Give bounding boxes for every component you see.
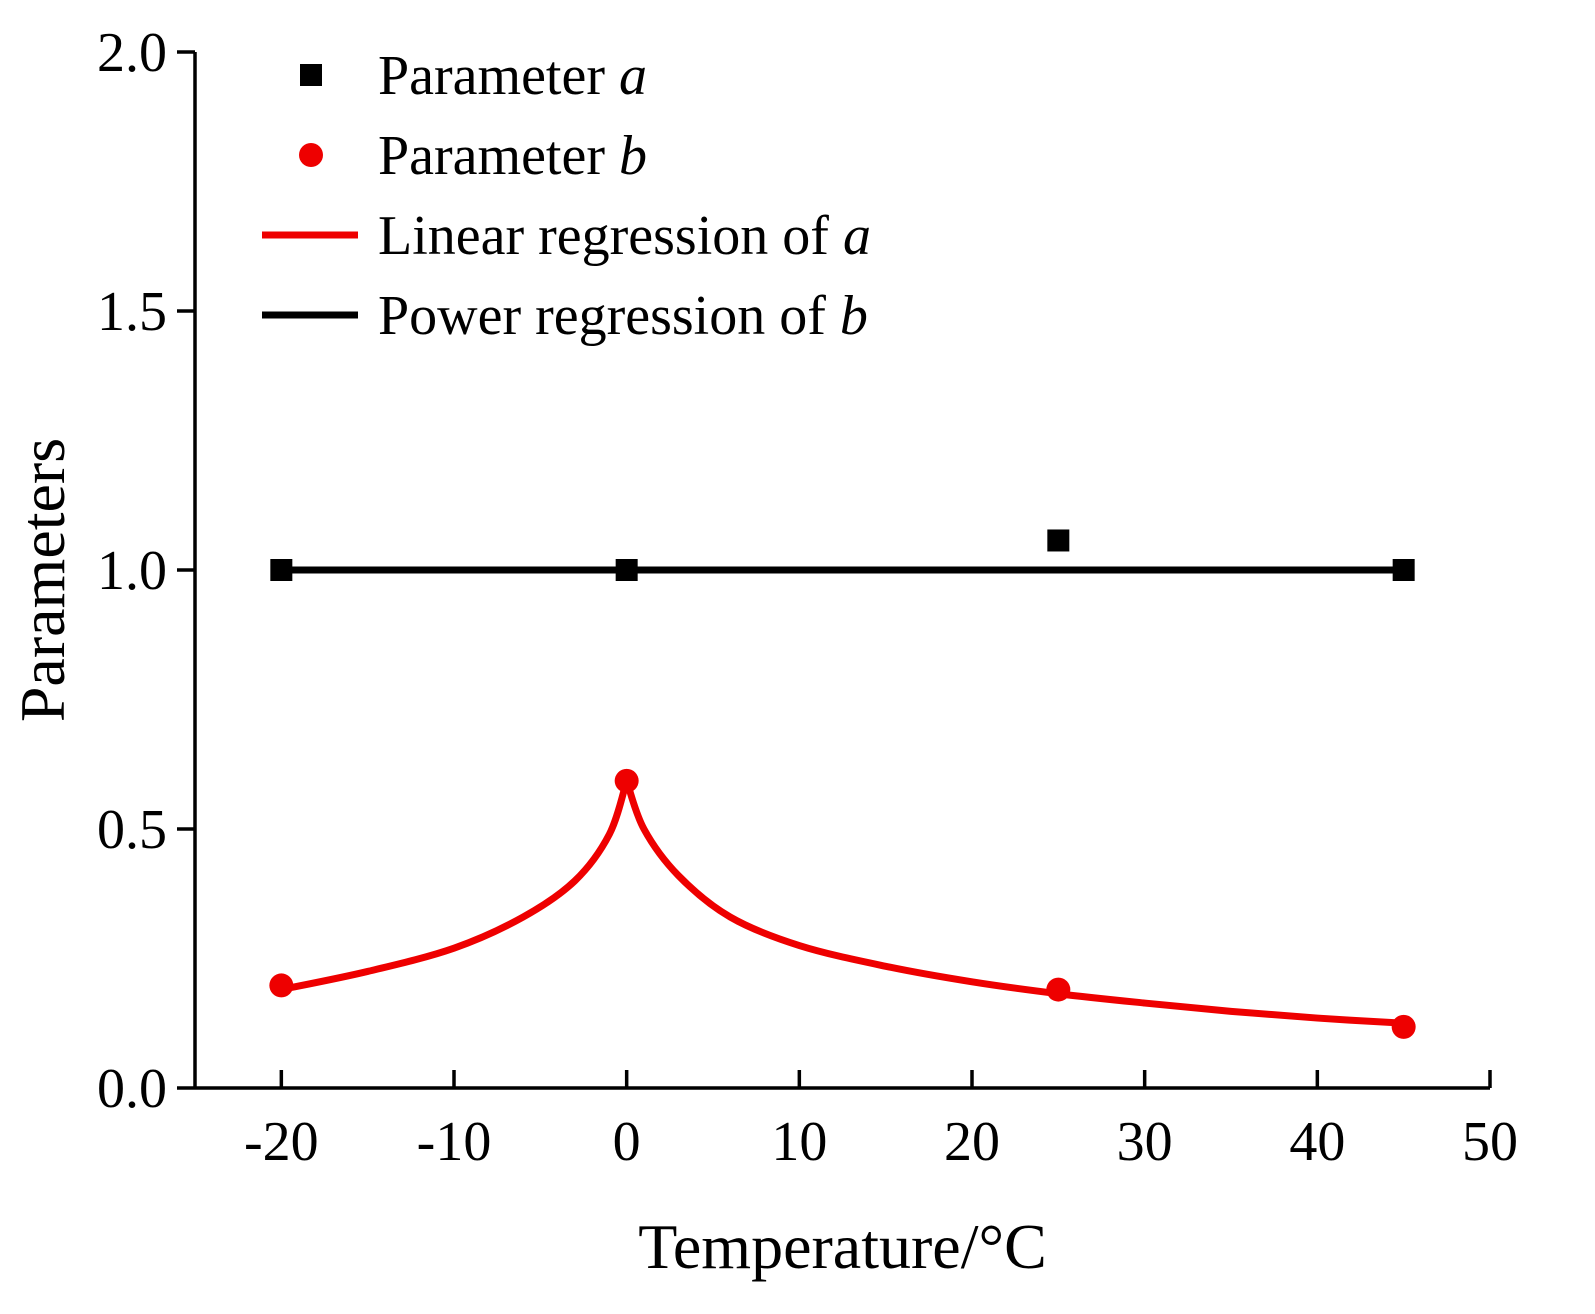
x-tick-label: -20 bbox=[244, 1111, 319, 1173]
y-axis-title: Parameters bbox=[7, 438, 78, 722]
data-point-parameter-a bbox=[1047, 529, 1070, 552]
legend-swatch-parameter-b bbox=[299, 143, 323, 167]
legend-label-text: Parameter bbox=[378, 45, 619, 107]
series-line-linear-regression-a bbox=[277, 777, 1408, 1027]
data-point-parameter-a bbox=[270, 559, 293, 581]
data-point-parameter-a bbox=[615, 559, 638, 581]
x-ticks: -20 -10 0 10 20 30 40 50 bbox=[244, 1070, 1518, 1173]
y-tick-label: 1.5 bbox=[97, 281, 167, 343]
legend-label-variable: a bbox=[619, 45, 647, 107]
legend-label-text: Parameter bbox=[378, 125, 619, 187]
plot-markers bbox=[269, 529, 1416, 1039]
legend-swatch-parameter-a bbox=[300, 64, 322, 86]
y-tick-label: 0.0 bbox=[97, 1058, 167, 1120]
y-ticks: 0.0 0.5 1.0 1.5 2.0 bbox=[97, 22, 195, 1120]
y-tick-label: 1.0 bbox=[97, 540, 167, 602]
x-tick-label: 50 bbox=[1462, 1111, 1518, 1173]
data-point-parameter-b bbox=[614, 768, 639, 793]
data-point-parameter-a bbox=[1392, 559, 1415, 581]
x-tick-label: 0 bbox=[613, 1111, 641, 1173]
data-point-parameter-b bbox=[1391, 1014, 1416, 1039]
legend-label-parameter-a: Parameter a bbox=[378, 45, 647, 107]
legend-label-variable: b bbox=[840, 285, 868, 347]
legend-label-parameter-b: Parameter b bbox=[378, 125, 647, 187]
legend-label-linear-regression-of-a: Linear regression of a bbox=[378, 205, 871, 267]
legend-label-variable: a bbox=[843, 205, 871, 267]
x-tick-label: -10 bbox=[417, 1111, 492, 1173]
data-point-parameter-b bbox=[1046, 977, 1071, 1002]
legend-label-variable: b bbox=[619, 125, 647, 187]
x-tick-label: 20 bbox=[944, 1111, 1000, 1173]
x-axis-title: Temperature/°C bbox=[638, 1211, 1047, 1282]
x-tick-label: 30 bbox=[1117, 1111, 1173, 1173]
x-tick-label: 40 bbox=[1289, 1111, 1345, 1173]
plot-lines bbox=[277, 566, 1408, 1027]
x-tick-label: 10 bbox=[771, 1111, 827, 1173]
legend-label-text: Linear regression of bbox=[378, 205, 843, 267]
y-tick-label: 0.5 bbox=[97, 799, 167, 861]
y-tick-label: 2.0 bbox=[97, 22, 167, 84]
legend-label-power-regression-of-b: Power regression of b bbox=[378, 285, 868, 347]
data-point-parameter-b bbox=[269, 973, 294, 998]
legend-label-text: Power regression of bbox=[378, 285, 840, 347]
